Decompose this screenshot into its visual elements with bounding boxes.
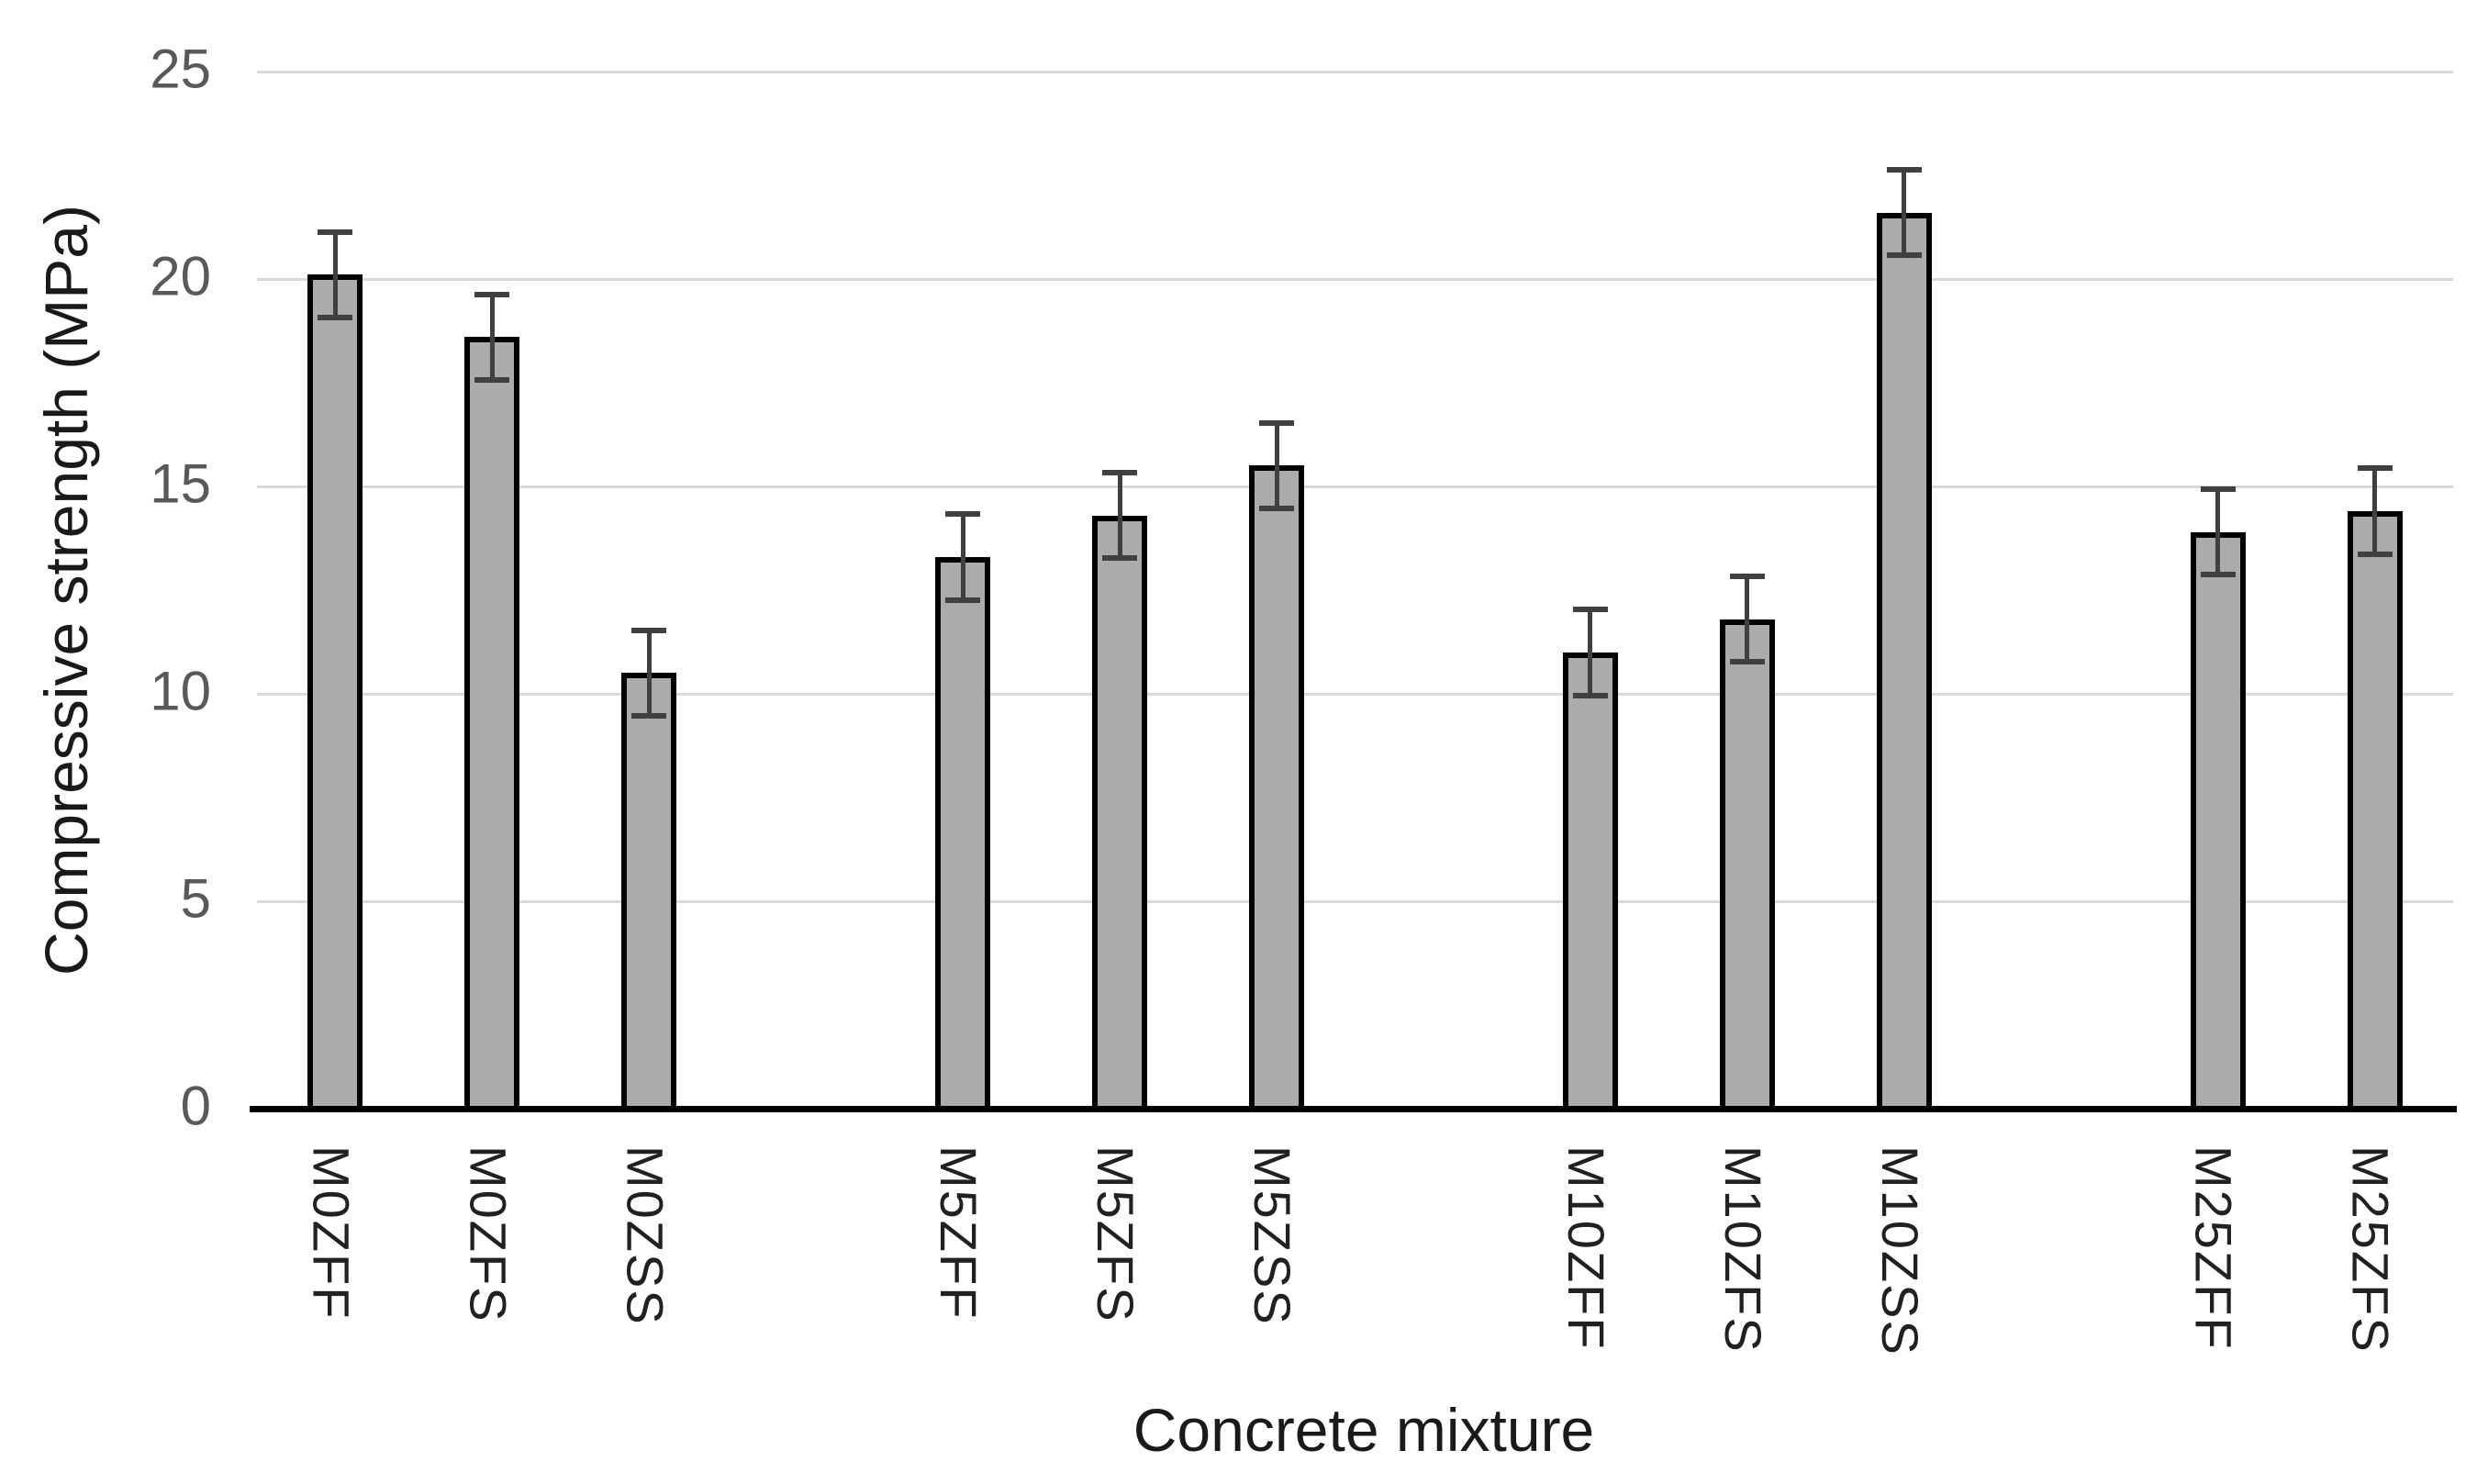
x-category-label-M0ZSS: M0ZSS: [616, 1145, 675, 1326]
error-cap-top-M5ZFS: [1102, 469, 1138, 475]
error-cap-bottom-M10ZFS: [1729, 659, 1765, 665]
x-category-label-M10ZFS: M10ZFS: [1713, 1145, 1772, 1354]
bar-M25ZFS: [2347, 511, 2403, 1109]
x-category-label-M0ZFS: M0ZFS: [459, 1145, 518, 1323]
error-cap-top-M25ZFF: [2200, 486, 2236, 492]
error-bar-M10ZFS: [1745, 573, 1750, 665]
y-tick-label-0: 0: [180, 1075, 211, 1137]
error-cap-bottom-M5ZFS: [1102, 555, 1138, 562]
error-cap-bottom-M25ZFF: [2200, 572, 2236, 578]
error-bar-M10ZFF: [1588, 607, 1593, 698]
error-bar-M5ZFS: [1117, 469, 1122, 562]
x-category-label-M10ZFF: M10ZFF: [1556, 1145, 1615, 1351]
error-cap-bottom-M25ZFS: [2357, 551, 2393, 557]
bar-M5ZSS: [1249, 465, 1305, 1109]
bar-M5ZFF: [935, 556, 991, 1109]
gridline-y-5: [257, 900, 2453, 903]
x-category-label-M5ZSS: M5ZSS: [1244, 1145, 1302, 1326]
gridline-y-25: [257, 71, 2453, 73]
error-cap-top-M0ZSS: [631, 627, 667, 633]
error-bar-M0ZFS: [489, 291, 495, 383]
error-cap-top-M25ZFS: [2357, 465, 2393, 472]
bar-M10ZSS: [1876, 212, 1932, 1109]
error-cap-bottom-M10ZFF: [1572, 692, 1608, 698]
bar-M0ZFS: [464, 337, 520, 1109]
y-axis-title: Compressive strength (MPa): [32, 205, 101, 976]
bar-M10ZFS: [1719, 619, 1775, 1109]
error-cap-bottom-M0ZSS: [631, 713, 667, 720]
x-category-label-M25ZFS: M25ZFS: [2341, 1145, 2400, 1354]
bar-M5ZFS: [1092, 515, 1148, 1109]
error-bar-M0ZSS: [646, 627, 652, 720]
gridline-y-15: [257, 485, 2453, 488]
bar-M0ZSS: [621, 673, 677, 1109]
x-category-label-M5ZFS: M5ZFS: [1087, 1145, 1145, 1323]
y-tick-label-15: 15: [150, 452, 211, 515]
gridline-y-10: [257, 693, 2453, 696]
error-cap-bottom-M10ZSS: [1886, 252, 1922, 259]
error-cap-top-M10ZSS: [1886, 166, 1922, 173]
error-bar-M5ZFF: [960, 511, 965, 603]
y-tick-label-5: 5: [180, 867, 211, 930]
error-cap-top-M5ZSS: [1259, 419, 1295, 426]
bar-M25ZFF: [2190, 531, 2246, 1109]
x-category-label-M5ZFF: M5ZFF: [930, 1145, 988, 1321]
gridline-y-20: [257, 278, 2453, 281]
x-category-label-M10ZSS: M10ZSS: [1870, 1145, 1929, 1356]
error-bar-M5ZSS: [1274, 419, 1279, 512]
bar-M0ZFF: [307, 274, 363, 1109]
error-cap-bottom-M0ZFS: [474, 377, 510, 383]
error-cap-top-M10ZFF: [1572, 607, 1608, 613]
x-axis-title: Concrete mixture: [1132, 1396, 1595, 1464]
error-bar-M25ZFF: [2215, 486, 2221, 578]
x-category-label-M25ZFF: M25ZFF: [2184, 1145, 2243, 1351]
error-bar-M25ZFS: [2372, 465, 2378, 557]
error-cap-top-M0ZFF: [318, 229, 353, 235]
x-category-label-M0ZFF: M0ZFF: [302, 1145, 361, 1321]
y-tick-label-10: 10: [150, 660, 211, 722]
error-cap-top-M10ZFS: [1729, 573, 1765, 579]
y-tick-label-20: 20: [150, 245, 211, 307]
error-cap-top-M5ZFF: [945, 511, 981, 518]
error-cap-bottom-M0ZFF: [318, 315, 353, 321]
y-axis-title-box: Compressive strength (MPa): [20, 72, 112, 1109]
error-bar-M0ZFF: [332, 229, 338, 321]
error-cap-bottom-M5ZFF: [945, 597, 981, 603]
error-bar-M10ZSS: [1902, 166, 1907, 259]
error-cap-bottom-M5ZSS: [1259, 506, 1295, 512]
x-axis-line: [250, 1106, 2457, 1112]
y-tick-label-25: 25: [150, 38, 211, 100]
bar-M10ZFF: [1562, 652, 1618, 1109]
error-cap-top-M0ZFS: [474, 291, 510, 297]
